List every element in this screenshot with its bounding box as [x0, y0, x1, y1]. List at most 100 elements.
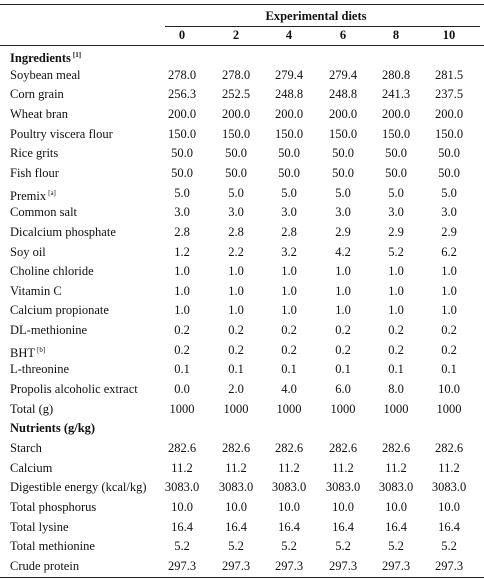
column-header: 2	[232, 28, 240, 42]
cell-value: 50.0	[385, 165, 407, 180]
cell-value: 2.0	[228, 382, 244, 397]
cell-value: 200.0	[434, 106, 464, 121]
row-label: Digestible energy (kcal/kg)	[10, 479, 147, 495]
cell-value: 3.0	[388, 205, 404, 220]
cell-value: 16.4	[332, 519, 354, 534]
cell-value: 50.0	[171, 165, 193, 180]
top-rule	[0, 4, 484, 5]
cell-value: 200.0	[167, 106, 197, 121]
row-label-text: Wheat bran	[10, 106, 68, 121]
cell-value: 150.0	[434, 126, 464, 141]
row-label: Calcium	[10, 460, 52, 476]
cell-value: 16.4	[385, 519, 407, 534]
group-header: Experimental diets	[265, 9, 367, 23]
cell-value: 0.2	[388, 323, 404, 338]
row-label-text: Calcium	[10, 460, 53, 475]
cell-value: 5.0	[335, 185, 351, 200]
cell-value: 200.0	[381, 106, 411, 121]
cell-value: 241.3	[381, 87, 411, 102]
row-label-text: Corn grain	[10, 87, 64, 102]
cell-value: 1.0	[228, 264, 244, 279]
cell-value: 0.2	[174, 342, 190, 357]
cell-value: 5.0	[441, 185, 457, 200]
cell-value: 10.0	[332, 499, 354, 514]
cell-value: 2.9	[441, 224, 457, 239]
cell-value: 279.4	[274, 67, 304, 82]
footnote-mark: [a]	[48, 188, 56, 197]
cell-value: 281.5	[434, 67, 464, 82]
row-label: Soybean meal	[10, 67, 80, 83]
cell-value: 1.0	[335, 303, 351, 318]
cell-value: 248.8	[274, 87, 304, 102]
bottom-rule	[0, 577, 484, 578]
cell-value: 5.2	[281, 539, 297, 554]
row-label: Soy oil	[10, 244, 46, 260]
row-label: BHT [b]	[10, 342, 45, 361]
cell-value: 150.0	[381, 126, 411, 141]
row-label-text: Starch	[10, 441, 42, 455]
cell-value: 1.0	[228, 303, 244, 318]
cell-value: 0.1	[281, 362, 297, 377]
cell-value: 278.0	[221, 67, 251, 82]
row-label-text: Soy oil	[10, 244, 46, 259]
cell-value: 0.1	[441, 362, 457, 377]
cell-value: 297.3	[274, 558, 304, 573]
cell-value: 1000	[276, 401, 302, 416]
row-label-text: Fish flour	[10, 165, 59, 180]
cell-value: 1.0	[228, 283, 244, 298]
cell-value: 252.5	[221, 87, 251, 102]
row-label: Choline chloride	[10, 263, 94, 279]
row-label: DL-methionine	[10, 322, 87, 338]
cell-value: 2.8	[174, 224, 190, 239]
cell-value: 50.0	[225, 165, 247, 180]
cell-value: 3083.0	[164, 480, 200, 495]
cell-value: 10.0	[438, 499, 460, 514]
row-label-text: Calcium propionate	[10, 303, 109, 318]
cell-value: 297.3	[381, 558, 411, 573]
cell-value: 2.9	[388, 224, 404, 239]
cell-value: 2.9	[335, 224, 351, 239]
row-label-text: Soybean meal	[10, 67, 81, 82]
row-label-text: Dicalcium phosphate	[10, 224, 116, 239]
cell-value: 3083.0	[218, 480, 254, 495]
cell-value: 0.2	[335, 342, 351, 357]
cell-value: 16.4	[171, 519, 193, 534]
cell-value: 256.3	[167, 87, 197, 102]
cell-value: 0.2	[441, 323, 457, 338]
cell-value: 282.6	[434, 441, 464, 455]
header-rule	[0, 45, 484, 46]
cell-value: 1.0	[441, 283, 457, 298]
cell-value: 1000	[383, 401, 409, 416]
cell-value: 1.2	[174, 244, 190, 259]
cell-value: 282.6	[167, 441, 197, 455]
cell-value: 0.2	[441, 342, 457, 357]
cell-value: 297.3	[434, 558, 464, 573]
cell-value: 150.0	[221, 126, 251, 141]
section-title: Ingredients	[10, 51, 71, 65]
cell-value: 11.2	[438, 460, 460, 475]
cell-value: 297.3	[328, 558, 358, 573]
cell-value: 150.0	[167, 126, 197, 141]
cell-value: 50.0	[332, 146, 354, 161]
cell-value: 282.6	[381, 441, 411, 455]
cell-value: 0.2	[281, 323, 297, 338]
cell-value: 2.8	[228, 224, 244, 239]
column-header: 0	[178, 28, 186, 42]
cell-value: 5.2	[441, 539, 457, 554]
cell-value: 5.2	[388, 244, 404, 259]
cell-value: 1000	[223, 401, 249, 416]
cell-value: 1.0	[441, 303, 457, 318]
column-header: 10	[442, 28, 456, 42]
cell-value: 50.0	[278, 165, 300, 180]
row-label-text: Rice grits	[10, 146, 59, 161]
cell-value: 1000	[436, 401, 462, 416]
cell-value: 4.2	[335, 244, 351, 259]
cell-value: 0.1	[388, 362, 404, 377]
cell-value: 0.2	[335, 323, 351, 338]
row-label: Fish flour	[10, 165, 59, 181]
row-label: Total lysine	[10, 519, 69, 535]
cell-value: 16.4	[278, 519, 300, 534]
cell-value: 3.0	[174, 205, 190, 220]
cell-value: 3.0	[228, 205, 244, 220]
